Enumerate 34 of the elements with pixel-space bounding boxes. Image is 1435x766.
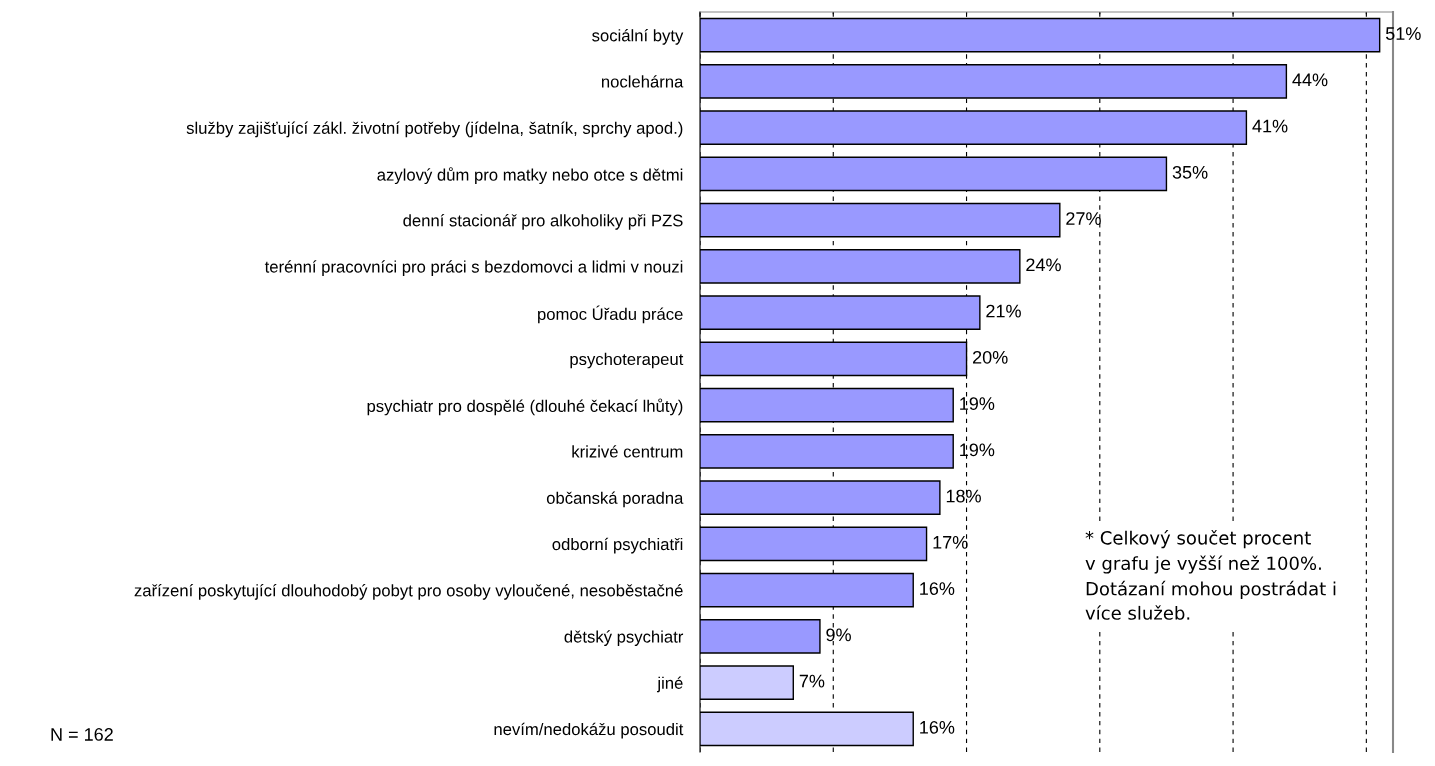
y-tick-label: krizivé centrum bbox=[572, 445, 683, 458]
y-tick-label: služby zajišťující zákl. životní potřeby (jídelna, šatník, sprchy apod.) bbox=[186, 121, 683, 138]
data-label: 35% bbox=[1172, 165, 1208, 179]
y-tick-label: jiné bbox=[656, 676, 683, 693]
y-tick-label: nevím/nedokážu posoudit bbox=[494, 722, 684, 739]
text: N = 162 bbox=[51, 728, 113, 741]
data-label: 7% bbox=[799, 674, 825, 688]
y-tick-label: sociální byty bbox=[592, 28, 684, 45]
data-label: 20% bbox=[973, 350, 1008, 364]
data-label: 24% bbox=[1026, 258, 1061, 272]
y-tick-label: pomoc Úřadu práce bbox=[538, 305, 683, 324]
y-tick-label: psychiatr pro dospělé (dlouhé čekací lhůty) bbox=[367, 398, 683, 416]
y-tick-label: občanská poradna bbox=[546, 491, 684, 508]
y-tick-label: psychoterapeut bbox=[570, 352, 684, 369]
data-label: 18% bbox=[946, 489, 981, 503]
data-label: 21% bbox=[986, 304, 1021, 318]
data-label: 16% bbox=[920, 582, 955, 595]
data-label: 9% bbox=[826, 628, 851, 642]
y-tick-label: zařízení poskytující dlouhodobý pobyt pro osoby vyloučené, nesoběstačné bbox=[134, 583, 683, 600]
y-tick-label: denní stacionář pro alkoholiky při PZS bbox=[403, 213, 683, 230]
data-label: 41% bbox=[1252, 119, 1288, 133]
data-label: 44% bbox=[1292, 73, 1328, 87]
y-tick-label: terénní pracovníci pro práci s bezdomovci a lidmi v nouzi bbox=[264, 260, 683, 276]
data-label: 17% bbox=[933, 536, 968, 549]
y-tick-label: odborní psychiatři bbox=[552, 537, 683, 554]
data-label: 51% bbox=[1385, 27, 1421, 40]
data-label: 19% bbox=[960, 397, 995, 410]
y-tick-label: dětský psychiatr bbox=[564, 630, 684, 646]
y-tick-label: azylový dům pro matky nebo otce s dětmi bbox=[377, 167, 683, 185]
data-label: 16% bbox=[920, 720, 955, 734]
data-label: 27% bbox=[1066, 212, 1101, 225]
annotation: * Celkový součet procent v grafu je vyšší než 100%. Dotázaní mohou postrádat i více služeb. bbox=[1085, 530, 1336, 620]
y-tick-label: noclehárna bbox=[601, 75, 684, 88]
data-label: 19% bbox=[960, 443, 995, 457]
